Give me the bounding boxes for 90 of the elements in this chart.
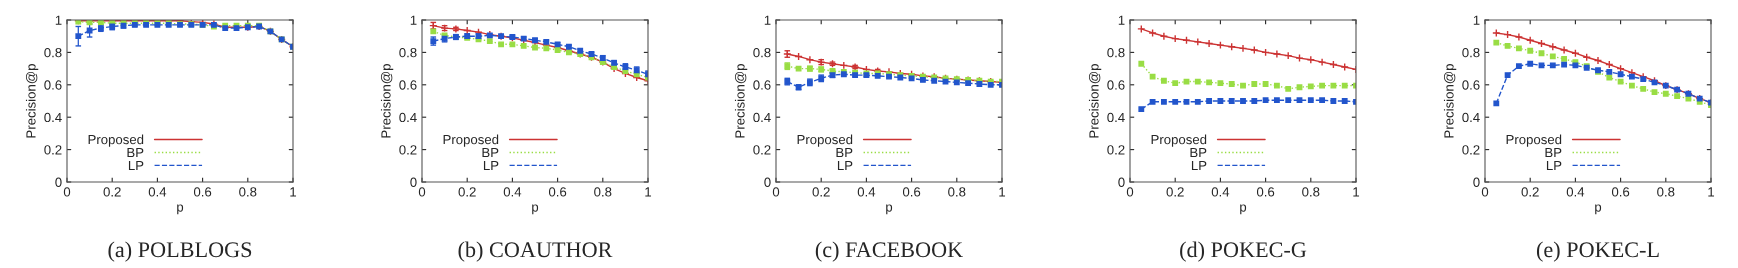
y-tick-label: 0.4 bbox=[1462, 112, 1480, 123]
text: (c) FACEBOOK bbox=[815, 241, 963, 262]
y-tick-label: 0.4 bbox=[44, 112, 62, 123]
text: (a) POLBLOGS bbox=[108, 241, 252, 262]
x-tick-label: 0.8 bbox=[1657, 187, 1675, 197]
y-tick-label: 0.6 bbox=[1462, 80, 1480, 90]
y-tick-label: 1 bbox=[764, 15, 771, 25]
x-tick-label: 1 bbox=[999, 187, 1006, 197]
y-tick-label: 0 bbox=[1473, 177, 1480, 187]
x-tick-label: 0.2 bbox=[1166, 187, 1184, 197]
y-tick-label: 0.6 bbox=[399, 80, 417, 90]
x-tick-label: 0.4 bbox=[1211, 187, 1230, 197]
x-tick-label: 0.6 bbox=[548, 187, 567, 197]
y-tick-label: 0 bbox=[764, 177, 771, 187]
x-tick-label: 0.2 bbox=[458, 187, 476, 197]
x-tick-label: 0.2 bbox=[103, 187, 121, 197]
legend-label: Proposed bbox=[1151, 134, 1207, 147]
x-tick-label: 0.2 bbox=[812, 187, 830, 197]
x-tick-label: 0.6 bbox=[1256, 187, 1275, 197]
y-tick-label: 0.8 bbox=[44, 47, 62, 58]
y-tick-label: 0.4 bbox=[1107, 112, 1125, 123]
y-tick-label: 0.2 bbox=[399, 145, 417, 155]
x-tick-label: 1 bbox=[290, 187, 297, 197]
y-tick-label: 1 bbox=[410, 15, 417, 25]
legend-label: LP bbox=[1191, 160, 1207, 171]
x-axis-title: p bbox=[177, 204, 184, 215]
x-tick-label: 0.4 bbox=[503, 187, 522, 197]
x-axis-title: p bbox=[1240, 204, 1247, 215]
y-tick-label: 0.2 bbox=[1107, 145, 1125, 155]
legend-label: Proposed bbox=[88, 134, 144, 147]
x-tick-label: 0.6 bbox=[902, 187, 921, 197]
legend-label: BP bbox=[836, 147, 853, 158]
legend-label: LP bbox=[1546, 160, 1562, 171]
legend-label: BP bbox=[127, 147, 144, 158]
x-tick-label: 0.4 bbox=[1566, 187, 1585, 197]
x-axis-title: p bbox=[532, 204, 539, 215]
y-tick-label: 0.4 bbox=[753, 112, 771, 123]
legend-label: BP bbox=[482, 147, 499, 158]
x-tick-label: 0.8 bbox=[1302, 187, 1320, 197]
x-axis-title: p bbox=[886, 204, 893, 215]
x-tick-label: 0 bbox=[772, 187, 780, 197]
y-tick-label: 0 bbox=[410, 177, 417, 187]
legend-label: LP bbox=[483, 160, 499, 171]
legend-label: Proposed bbox=[1506, 134, 1562, 147]
y-tick-label: 0.6 bbox=[1107, 80, 1125, 90]
x-tick-label: 1 bbox=[1353, 187, 1360, 197]
x-tick-label: 0.2 bbox=[1521, 187, 1539, 197]
y-tick-label: 0.6 bbox=[44, 80, 62, 90]
legend-label: BP bbox=[1545, 147, 1562, 158]
y-tick-label: 0.8 bbox=[1462, 47, 1480, 58]
y-tick-label: 1 bbox=[1118, 15, 1125, 25]
x-tick-label: 0.6 bbox=[193, 187, 212, 197]
y-axis-title: Precision@p bbox=[1088, 64, 1102, 138]
y-tick-label: 0.6 bbox=[753, 80, 771, 90]
x-tick-label: 1 bbox=[1708, 187, 1715, 197]
x-tick-label: 0 bbox=[418, 187, 426, 197]
x-tick-label: 1 bbox=[645, 187, 652, 197]
x-tick-label: 0 bbox=[1126, 187, 1134, 197]
y-tick-label: 0.2 bbox=[1462, 145, 1480, 155]
y-tick-label: 0 bbox=[55, 177, 62, 187]
x-tick-label: 0.4 bbox=[148, 187, 167, 197]
y-tick-label: 0.8 bbox=[399, 47, 417, 58]
legend-label: Proposed bbox=[797, 134, 853, 147]
x-tick-label: 0 bbox=[63, 187, 71, 197]
y-tick-label: 0 bbox=[1118, 177, 1125, 187]
y-tick-label: 0.4 bbox=[399, 112, 417, 123]
text: (d) POKEC-G bbox=[1180, 241, 1307, 262]
y-tick-label: 0.8 bbox=[1107, 47, 1125, 58]
y-tick-label: 0.2 bbox=[753, 145, 771, 155]
x-tick-label: 0 bbox=[1481, 187, 1489, 197]
text: (b) COAUTHOR bbox=[458, 241, 613, 262]
y-tick-label: 0.2 bbox=[44, 145, 62, 155]
y-tick-label: 1 bbox=[1473, 15, 1480, 25]
legend-label: LP bbox=[128, 160, 144, 171]
x-tick-label: 0.8 bbox=[948, 187, 966, 197]
y-axis-title: Precision@p bbox=[380, 64, 394, 138]
text: (e) POKEC-L bbox=[1536, 241, 1659, 262]
x-axis-title: p bbox=[1595, 204, 1602, 215]
x-tick-label: 0.4 bbox=[857, 187, 876, 197]
x-tick-label: 0.8 bbox=[239, 187, 257, 197]
y-tick-label: 1 bbox=[55, 15, 62, 25]
y-axis-title: Precision@p bbox=[734, 64, 748, 138]
legend-label: LP bbox=[837, 160, 853, 171]
y-axis-title: Precision@p bbox=[1443, 64, 1457, 138]
legend-label: BP bbox=[1190, 147, 1207, 158]
x-tick-label: 0.8 bbox=[594, 187, 612, 197]
y-axis-title: Precision@p bbox=[25, 64, 39, 138]
y-tick-label: 0.8 bbox=[753, 47, 771, 58]
legend-label: Proposed bbox=[443, 134, 499, 147]
x-tick-label: 0.6 bbox=[1611, 187, 1630, 197]
